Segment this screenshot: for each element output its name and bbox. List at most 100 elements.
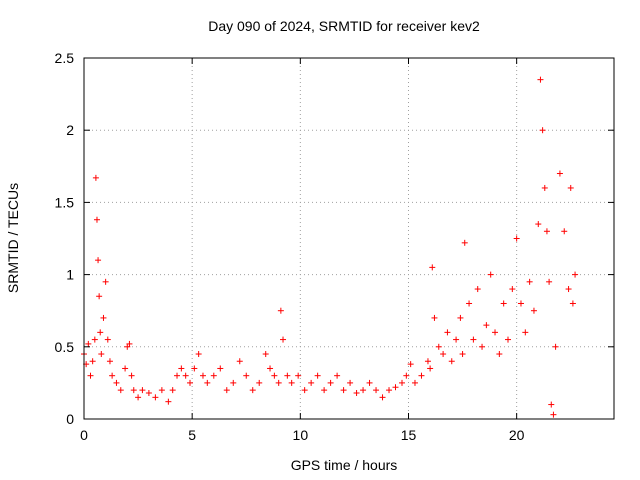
x-tick-labels: 0 5 10 15 20 <box>80 427 525 443</box>
data-point <box>195 351 202 358</box>
data-point <box>280 336 287 343</box>
data-point <box>113 379 120 386</box>
data-point <box>457 314 464 321</box>
data-point <box>130 387 137 394</box>
data-point <box>199 372 206 379</box>
data-point <box>539 127 546 134</box>
data-point <box>543 228 550 235</box>
data-point <box>548 401 555 408</box>
data-point <box>262 351 269 358</box>
data-point <box>546 278 553 285</box>
data-point <box>178 365 185 372</box>
data-point <box>93 216 100 223</box>
data-point <box>85 340 92 347</box>
data-point <box>561 228 568 235</box>
axis-ticks <box>83 57 614 420</box>
y-tick-label: 2 <box>66 122 74 138</box>
data-point <box>444 329 451 336</box>
data-point <box>552 343 559 350</box>
data-point <box>230 379 237 386</box>
data-point <box>158 387 165 394</box>
data-point <box>174 372 181 379</box>
data-point <box>217 365 224 372</box>
data-point <box>366 379 373 386</box>
data-point <box>505 336 511 343</box>
y-tick-label: 2.5 <box>55 50 75 66</box>
data-point <box>102 278 109 285</box>
data-point <box>87 372 94 379</box>
data-point <box>256 379 263 386</box>
data-point <box>97 329 104 336</box>
data-point <box>435 343 442 350</box>
data-point <box>327 379 334 386</box>
x-tick-label: 0 <box>80 427 88 443</box>
data-point <box>399 379 405 386</box>
data-point <box>572 271 579 278</box>
data-point <box>386 387 393 394</box>
data-point <box>249 387 256 394</box>
data-point <box>210 372 217 379</box>
data-point <box>461 239 468 246</box>
data-point <box>479 343 486 350</box>
y-tick-label: 0 <box>66 411 74 427</box>
data-point <box>223 387 230 394</box>
data-point <box>96 293 103 300</box>
data-point <box>483 322 490 329</box>
data-point <box>128 372 135 379</box>
y-tick-label: 1 <box>66 267 74 283</box>
data-point <box>92 174 99 181</box>
data-point <box>537 76 544 83</box>
data-point <box>509 286 516 293</box>
chart-title: Day 090 of 2024, SRMTID for receiver kev… <box>208 18 480 34</box>
data-point <box>487 271 494 278</box>
data-point <box>379 394 386 401</box>
data-point <box>496 351 503 358</box>
data-point <box>448 358 455 365</box>
data-point <box>243 372 250 379</box>
data-point <box>295 372 302 379</box>
y-tick-label: 0.5 <box>55 339 75 355</box>
data-point <box>236 358 243 365</box>
data-point <box>567 184 574 191</box>
data-point <box>474 286 481 293</box>
data-point <box>347 379 354 386</box>
data-point <box>169 387 176 394</box>
data-point <box>91 336 98 343</box>
y-axis-label: SRMTID / TECUs <box>5 183 21 293</box>
grid-lines <box>84 58 614 419</box>
data-point <box>95 257 102 264</box>
data-point <box>407 361 414 368</box>
data-point <box>109 372 116 379</box>
y-tick-labels: 0 0.5 1 1.5 2 2.5 <box>55 50 75 427</box>
data-point <box>301 387 308 394</box>
data-point <box>321 387 328 394</box>
data-point <box>373 387 380 394</box>
data-point <box>517 300 524 307</box>
data-point <box>459 351 466 358</box>
data-point <box>392 384 399 391</box>
data-point <box>117 387 124 394</box>
data-point <box>314 372 321 379</box>
data-point <box>427 365 434 372</box>
data-point <box>122 365 129 372</box>
data-point <box>277 307 284 314</box>
data-point <box>530 307 537 314</box>
data-point <box>182 372 189 379</box>
data-point <box>526 278 533 285</box>
data-point <box>308 379 315 386</box>
data-markers <box>81 76 579 418</box>
data-point <box>284 372 291 379</box>
x-tick-label: 20 <box>509 427 525 443</box>
data-point <box>271 372 278 379</box>
data-point <box>418 372 425 379</box>
y-tick-label: 1.5 <box>55 194 75 210</box>
data-point <box>550 411 557 418</box>
data-point <box>145 390 152 397</box>
data-point <box>440 351 447 358</box>
data-point <box>152 394 159 401</box>
x-tick-label: 15 <box>401 427 417 443</box>
data-point <box>492 329 499 336</box>
data-point <box>431 314 438 321</box>
plot-frame <box>83 57 615 420</box>
